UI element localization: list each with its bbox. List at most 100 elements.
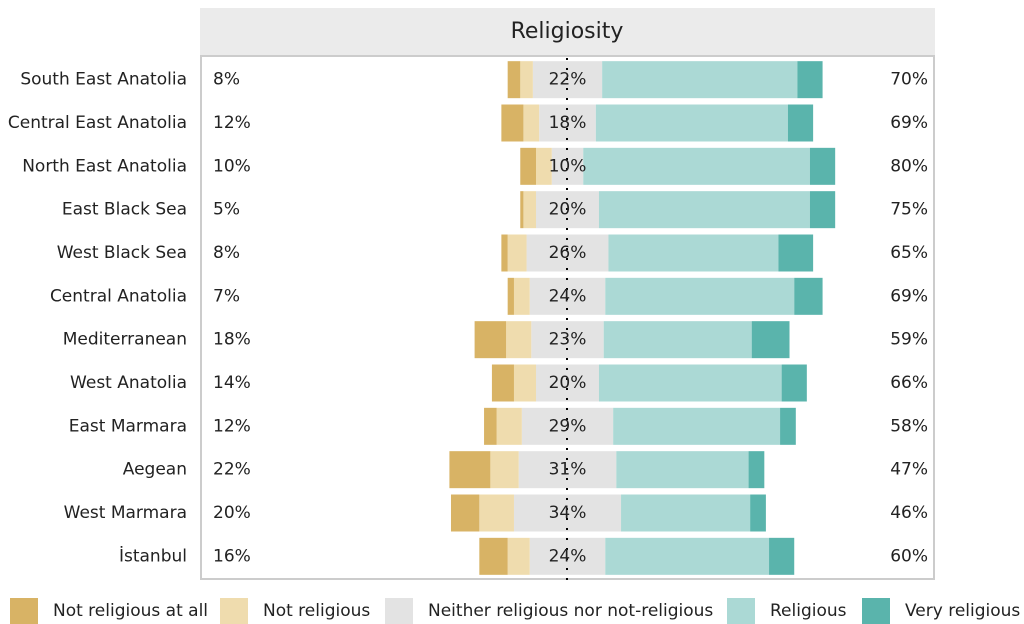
category-label: Mediterranean bbox=[63, 330, 187, 350]
legend-label: Religious bbox=[770, 601, 847, 621]
bar-segment bbox=[583, 147, 810, 185]
bar-segment bbox=[479, 537, 508, 575]
bar-segment bbox=[526, 234, 609, 272]
left-total-label: 16% bbox=[213, 546, 251, 566]
right-total-label: 75% bbox=[890, 200, 928, 220]
category-label: East Marmara bbox=[69, 416, 187, 436]
bar-segment bbox=[608, 234, 779, 272]
right-total-label: 69% bbox=[890, 113, 928, 133]
right-total-label: 47% bbox=[890, 460, 928, 480]
center-label: 31% bbox=[549, 460, 587, 480]
bar-segment bbox=[595, 104, 788, 142]
center-label: 20% bbox=[549, 373, 587, 393]
bar-segment bbox=[536, 147, 552, 185]
header-strip bbox=[200, 8, 935, 55]
bar-segment bbox=[513, 494, 622, 532]
bar-segment bbox=[750, 494, 766, 532]
legend-swatch bbox=[220, 598, 248, 624]
left-total-label: 8% bbox=[213, 243, 240, 263]
category-label: East Black Sea bbox=[62, 200, 187, 220]
center-label: 29% bbox=[549, 416, 587, 436]
left-total-label: 12% bbox=[213, 416, 251, 436]
bar-segment bbox=[450, 494, 480, 532]
bar-segment bbox=[520, 191, 524, 229]
right-total-label: 65% bbox=[890, 243, 928, 263]
bar-segment bbox=[781, 364, 807, 402]
bar-segment bbox=[490, 451, 519, 489]
category-label: Central Anatolia bbox=[50, 286, 187, 306]
bar-segment bbox=[794, 277, 823, 315]
right-total-label: 80% bbox=[890, 156, 928, 176]
bar-segment bbox=[507, 277, 514, 315]
bar-segment bbox=[787, 104, 814, 142]
bar-segment bbox=[506, 321, 532, 359]
right-total-label: 46% bbox=[890, 503, 928, 523]
category-label: South East Anatolia bbox=[20, 70, 187, 90]
bar-segment bbox=[797, 61, 823, 99]
bar-segment bbox=[598, 191, 810, 229]
right-total-label: 60% bbox=[890, 546, 928, 566]
panel bbox=[200, 55, 935, 580]
legend-swatch bbox=[862, 598, 890, 624]
center-label: 24% bbox=[549, 546, 587, 566]
right-total-label: 59% bbox=[890, 330, 928, 350]
bar-segment bbox=[602, 61, 798, 99]
legend-swatch bbox=[727, 598, 755, 624]
center-label: 18% bbox=[549, 113, 587, 133]
right-total-label: 66% bbox=[890, 373, 928, 393]
bar-segment bbox=[513, 277, 530, 315]
bar-segment bbox=[474, 321, 507, 359]
center-label: 22% bbox=[549, 70, 587, 90]
left-total-label: 8% bbox=[213, 70, 240, 90]
left-total-label: 12% bbox=[213, 113, 251, 133]
bar-segment bbox=[536, 364, 599, 402]
bar-segment bbox=[605, 277, 795, 315]
bar-segment bbox=[520, 61, 533, 99]
left-total-label: 7% bbox=[213, 286, 240, 306]
right-total-label: 70% bbox=[890, 70, 928, 90]
bar-segment bbox=[778, 234, 814, 272]
bar-segment bbox=[751, 321, 790, 359]
left-total-label: 22% bbox=[213, 460, 251, 480]
bar-segment bbox=[809, 191, 836, 229]
bar-segment bbox=[501, 104, 524, 142]
bar-segment bbox=[539, 104, 596, 142]
left-total-label: 10% bbox=[213, 156, 251, 176]
right-total-label: 69% bbox=[890, 286, 928, 306]
bar-segment bbox=[520, 147, 537, 185]
bar-segment bbox=[491, 364, 514, 402]
category-label: West Anatolia bbox=[70, 373, 187, 393]
bar-segment bbox=[479, 494, 514, 532]
category-label: West Marmara bbox=[64, 503, 187, 523]
bar-segment bbox=[484, 407, 497, 445]
left-total-label: 14% bbox=[213, 373, 251, 393]
bar-segment bbox=[449, 451, 491, 489]
bar-segment bbox=[621, 494, 751, 532]
legend-swatch bbox=[10, 598, 38, 624]
bar-segment bbox=[496, 407, 522, 445]
legend-label: Not religious bbox=[263, 601, 370, 621]
bar-segment bbox=[616, 451, 749, 489]
bar-segment bbox=[513, 364, 537, 402]
bar-segment bbox=[605, 537, 770, 575]
bar-segment bbox=[507, 61, 521, 99]
legend-label: Not religious at all bbox=[53, 601, 208, 621]
category-label: Central East Anatolia bbox=[8, 113, 187, 133]
bar-segment bbox=[780, 407, 796, 445]
bar-segment bbox=[507, 537, 530, 575]
legend-label: Very religious bbox=[905, 601, 1020, 621]
bar-segment bbox=[501, 234, 508, 272]
bar-segment bbox=[809, 147, 836, 185]
bar-segment bbox=[598, 364, 782, 402]
center-label: 20% bbox=[549, 200, 587, 220]
legend-swatch bbox=[385, 598, 413, 624]
legend-label: Neither religious nor not-religious bbox=[428, 601, 713, 621]
right-total-label: 58% bbox=[890, 416, 928, 436]
left-total-label: 5% bbox=[213, 200, 240, 220]
bar-segment bbox=[507, 234, 527, 272]
center-label: 24% bbox=[549, 286, 587, 306]
bar-segment bbox=[748, 451, 765, 489]
category-label: Aegean bbox=[123, 460, 187, 480]
left-total-label: 20% bbox=[213, 503, 251, 523]
